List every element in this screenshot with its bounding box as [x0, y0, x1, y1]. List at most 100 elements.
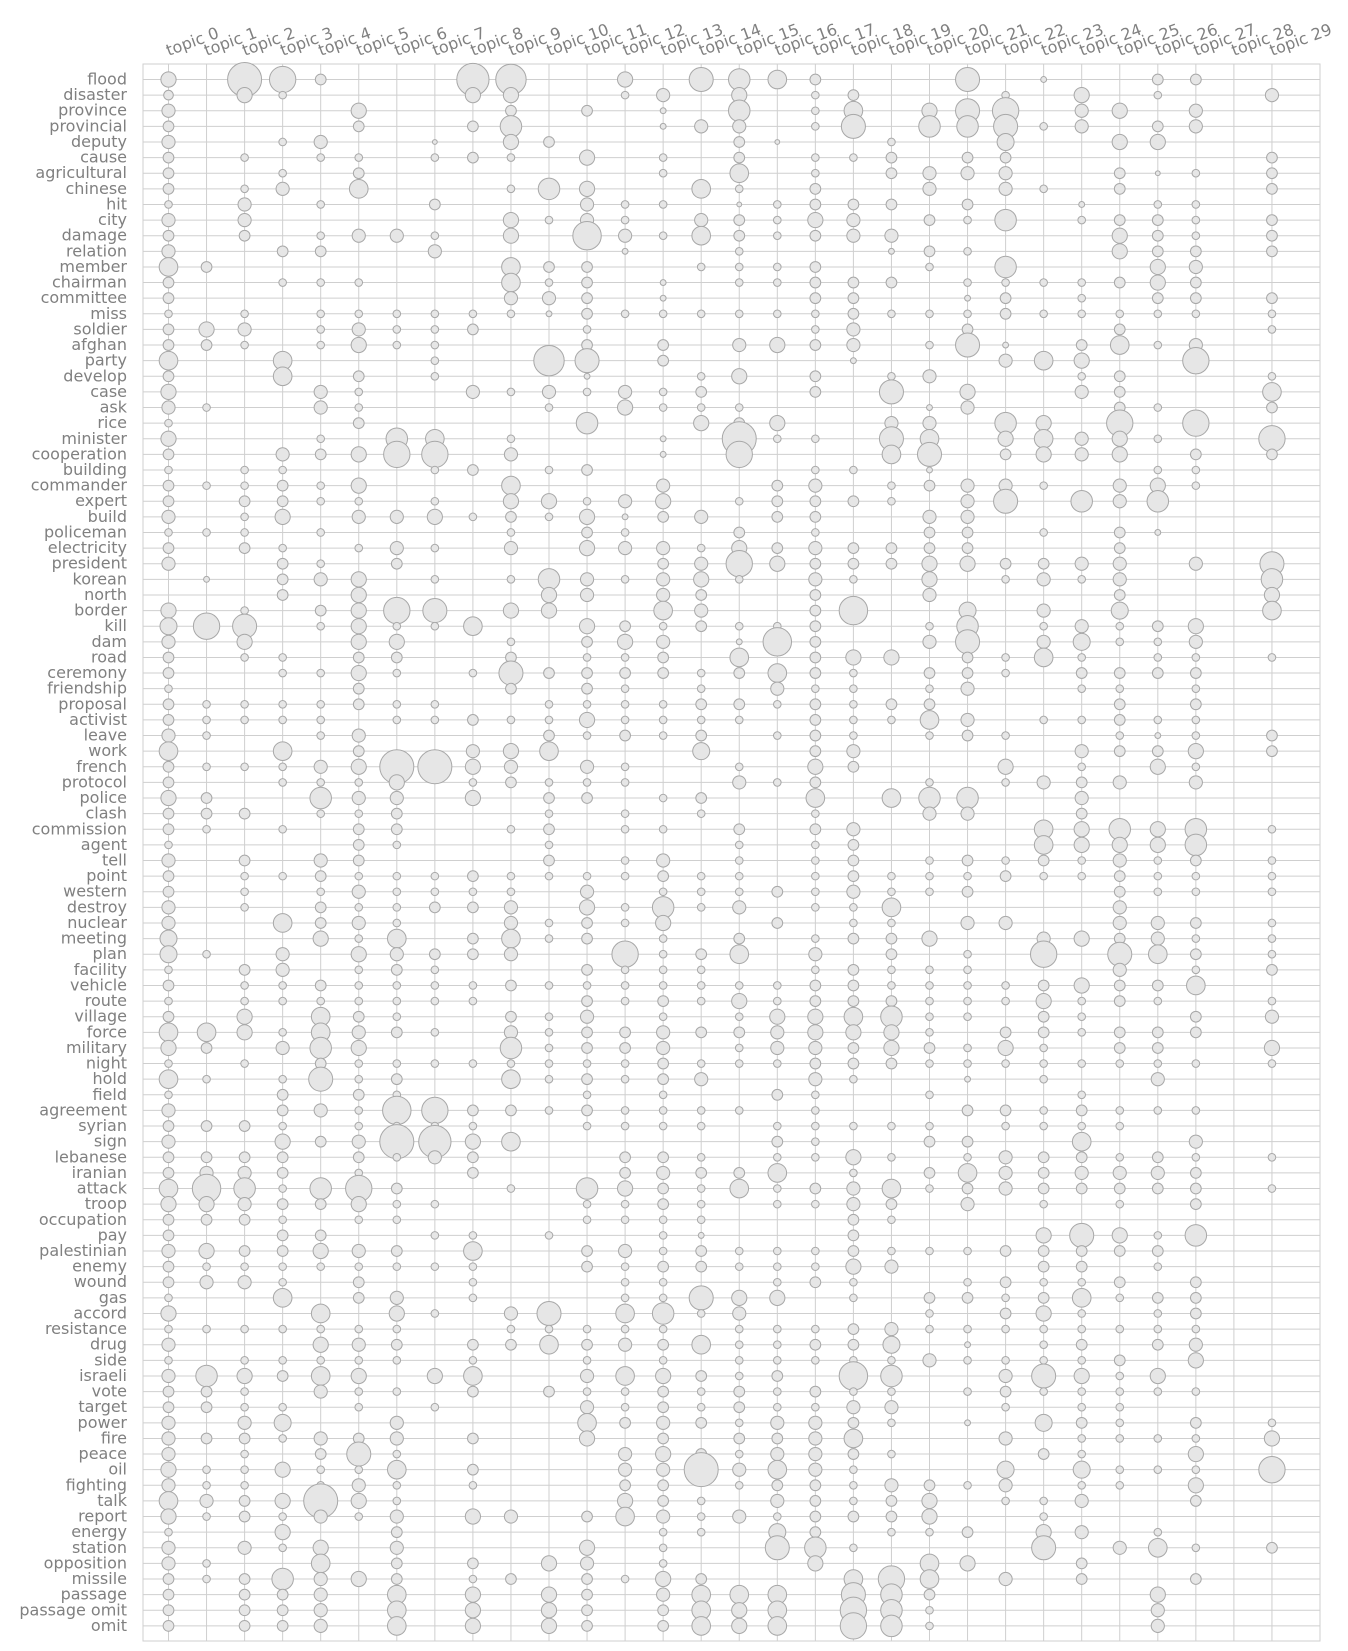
- y-tick-label: korean: [73, 569, 128, 588]
- bubble: [1037, 979, 1050, 992]
- bubble: [240, 309, 249, 319]
- bubble: [581, 1338, 593, 1351]
- bubble: [161, 1103, 176, 1118]
- bubble: [732, 775, 747, 790]
- bubble: [161, 900, 176, 915]
- bubble: [809, 1338, 822, 1351]
- y-tick-label: border: [74, 601, 127, 620]
- y-tick-label: agent: [81, 835, 127, 854]
- bubble: [846, 1400, 861, 1415]
- bubble: [540, 1586, 558, 1603]
- bubble: [392, 309, 402, 319]
- bubble: [1113, 885, 1126, 898]
- bubble: [464, 1133, 482, 1150]
- bubble: [544, 1043, 554, 1053]
- bubble: [960, 681, 975, 696]
- bubble: [164, 684, 173, 693]
- bubble: [770, 1025, 785, 1040]
- y-tick-label: tell: [102, 851, 127, 870]
- bubble: [544, 1231, 554, 1240]
- bubble: [582, 1324, 592, 1334]
- bubble: [961, 198, 974, 211]
- bubble: [1267, 996, 1277, 1006]
- bubble: [502, 87, 520, 104]
- bubble: [736, 201, 743, 208]
- bubble: [1153, 403, 1163, 412]
- bubble: [1147, 944, 1168, 965]
- bubble: [1191, 1387, 1201, 1396]
- bubble: [1001, 731, 1010, 740]
- bubble: [1266, 448, 1278, 461]
- bubble: [200, 1432, 213, 1445]
- bubble: [1077, 715, 1087, 725]
- bubble: [502, 602, 520, 619]
- bubble: [162, 870, 175, 882]
- bubble: [506, 1324, 516, 1334]
- bubble: [656, 587, 671, 603]
- y-tick-label: passage omit: [19, 1600, 127, 1619]
- bubble: [544, 1074, 554, 1084]
- bubble: [881, 897, 902, 918]
- bubble: [467, 1432, 479, 1445]
- bubble: [1029, 940, 1058, 968]
- bubble: [772, 278, 782, 287]
- y-tick-label: road: [91, 647, 127, 666]
- bubble: [887, 715, 896, 725]
- bubble: [581, 104, 593, 117]
- bubble: [278, 1402, 287, 1412]
- bubble: [1153, 653, 1163, 662]
- bubble: [1191, 934, 1201, 943]
- bubble: [994, 255, 1017, 279]
- bubble: [1035, 415, 1052, 432]
- y-tick-label: agreement: [39, 1100, 127, 1119]
- bubble: [467, 1338, 479, 1351]
- bubble: [467, 323, 479, 336]
- bubble: [574, 348, 600, 374]
- bubble: [1150, 1603, 1165, 1618]
- bubble: [963, 965, 972, 975]
- bubble: [579, 1009, 595, 1024]
- bubble: [464, 758, 482, 775]
- bubble: [505, 1104, 517, 1117]
- bubble: [390, 1526, 403, 1539]
- y-tick-label: provincial: [49, 116, 127, 135]
- bubble: [392, 903, 402, 912]
- bubble: [1187, 618, 1204, 635]
- bubble: [881, 788, 902, 808]
- bubble: [464, 1602, 482, 1619]
- bubble: [811, 871, 820, 881]
- bubble: [1113, 667, 1126, 679]
- bubble: [734, 981, 744, 990]
- bubble: [392, 996, 402, 1006]
- bubble: [1037, 557, 1050, 570]
- bubble: [997, 758, 1014, 775]
- bubble: [846, 744, 861, 759]
- bubble: [925, 887, 934, 897]
- bubble: [276, 573, 289, 586]
- y-tick-label: vote: [92, 1382, 127, 1401]
- bubble: [274, 508, 291, 525]
- bubble: [430, 340, 440, 350]
- bubble: [468, 309, 478, 319]
- bubble: [1189, 917, 1202, 929]
- bubble: [278, 1262, 287, 1271]
- bubble: [845, 1024, 862, 1041]
- bubble: [354, 1387, 364, 1396]
- bubble: [882, 1335, 901, 1354]
- bubble: [468, 1059, 478, 1068]
- bubble: [543, 261, 555, 273]
- bubble: [696, 1059, 706, 1068]
- bubble: [1153, 1387, 1163, 1396]
- bubble: [1154, 732, 1162, 739]
- bubble: [278, 137, 287, 147]
- bubble: [849, 1074, 858, 1084]
- bubble: [1263, 586, 1281, 604]
- bubble: [658, 200, 668, 209]
- bubble: [1266, 1541, 1278, 1554]
- y-tick-label: clash: [85, 804, 127, 823]
- bubble: [388, 633, 405, 650]
- bubble: [772, 231, 782, 241]
- bubble: [847, 1229, 860, 1242]
- bubble: [1258, 425, 1286, 453]
- bubble: [999, 1307, 1012, 1320]
